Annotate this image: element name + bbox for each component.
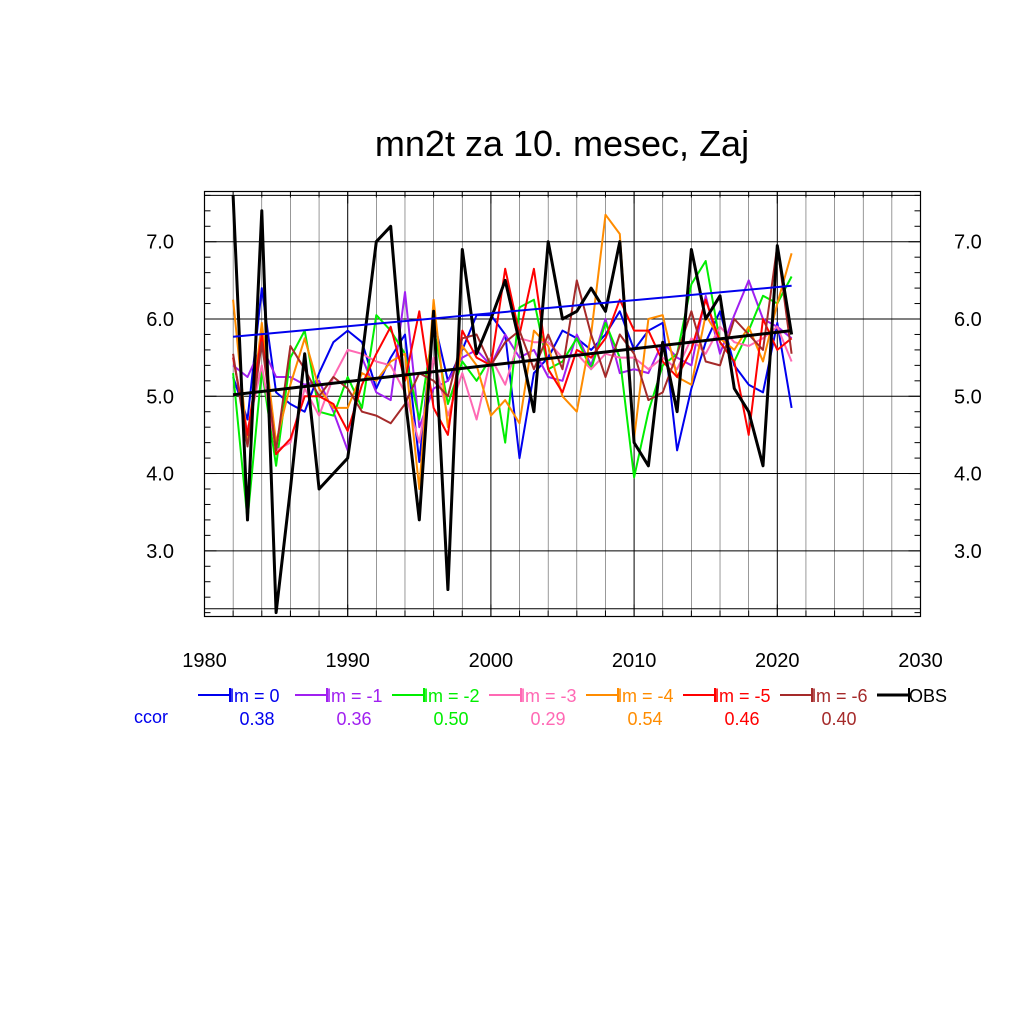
ccor-label: ccor	[134, 707, 168, 727]
trend-lines	[232, 284, 792, 397]
x-tick-label: 1980	[182, 650, 227, 672]
ccor-value: 0.36	[336, 709, 371, 729]
x-tick-label: 2000	[469, 650, 514, 672]
grid	[204, 191, 921, 617]
legend: lm = 0 0.38 lm = -1 0.36 lm = -2 0.50 lm = -3 0…	[134, 686, 947, 729]
y-tick-label-right: 4.0	[954, 464, 982, 486]
x-tick-label: 2010	[612, 650, 657, 672]
y-tick-label-right: 5.0	[954, 386, 982, 408]
legend-label: lm = -5	[715, 686, 771, 706]
legend-label: lm = -4	[618, 686, 674, 706]
y-tick-label: 7.0	[146, 232, 174, 254]
trend-line	[232, 329, 792, 397]
y-tick-label-right: 6.0	[954, 309, 982, 331]
y-tick-label: 6.0	[146, 309, 174, 331]
y-tick-label-right: 3.0	[954, 541, 982, 563]
y-tick-label-right: 7.0	[954, 232, 982, 254]
legend-label: lm = -2	[424, 686, 480, 706]
y-tick-label: 4.0	[146, 464, 174, 486]
y-tick-label: 3.0	[146, 541, 174, 563]
trend-line	[233, 284, 792, 338]
ccor-value: 0.40	[821, 709, 856, 729]
x-tick-label: 1990	[325, 650, 370, 672]
legend-label: OBS	[909, 686, 947, 706]
y-tick-label: 5.0	[146, 386, 174, 408]
series-line-lm-0	[232, 287, 793, 463]
legend-label: lm = -3	[521, 686, 577, 706]
ccor-value: 0.29	[530, 709, 565, 729]
chart-title: mn2t za 10. mesec, Zaj	[375, 123, 749, 164]
series-lines	[231, 195, 794, 615]
legend-label: lm = -1	[327, 686, 383, 706]
series-line-lm-6	[232, 244, 793, 452]
ccor-value: 0.50	[433, 709, 468, 729]
x-tick-label: 2020	[755, 650, 800, 672]
ccor-value: 0.54	[627, 709, 662, 729]
ccor-value: 0.38	[239, 709, 274, 729]
x-tick-label: 2030	[898, 650, 943, 672]
series-line-lm-2	[232, 260, 793, 521]
legend-label: lm = 0	[230, 686, 280, 706]
axis-ticks: 1980 1990 2000 2010 2020 2030 3.0 3.0 4.0 4.0 5.0 5…	[146, 191, 982, 672]
series-line-lm-4	[232, 213, 793, 490]
series-line-lm-5	[232, 267, 793, 456]
plot-frame	[203, 190, 922, 618]
ccor-value: 0.46	[724, 709, 759, 729]
legend-label: lm = -6	[812, 686, 868, 706]
